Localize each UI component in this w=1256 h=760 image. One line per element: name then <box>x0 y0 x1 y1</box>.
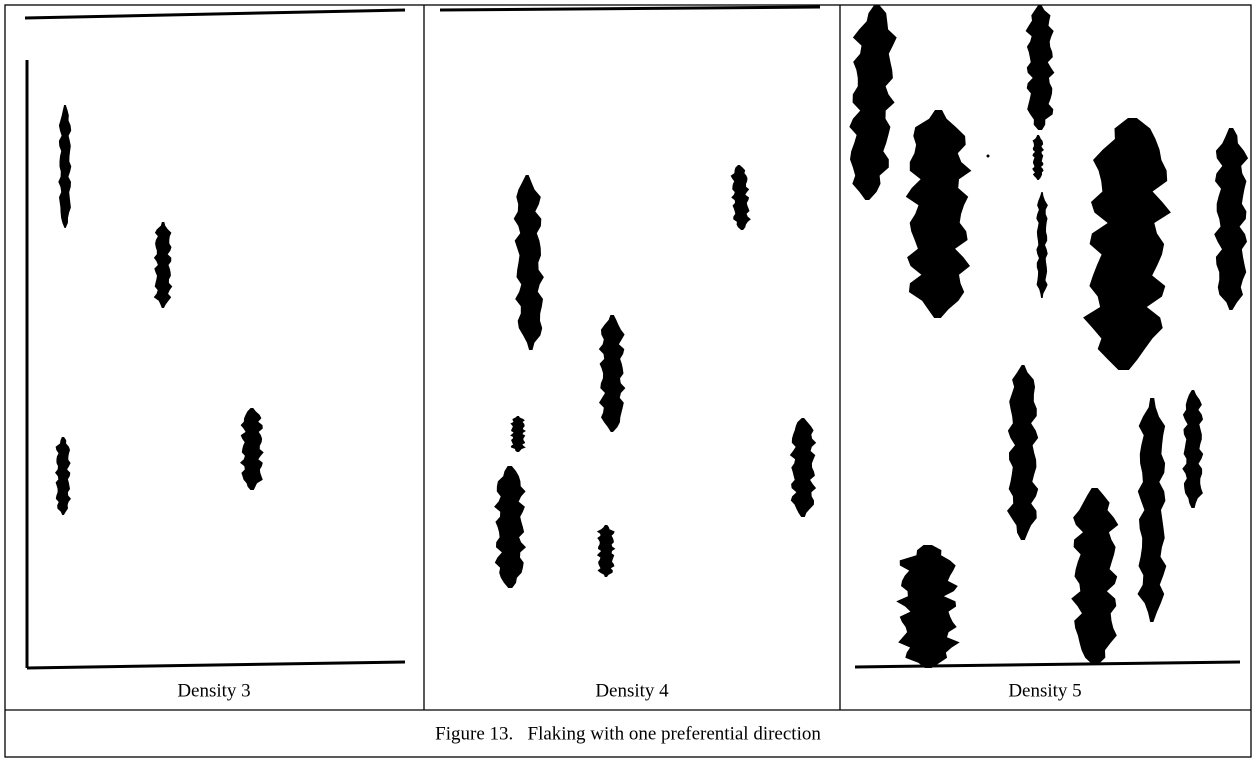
flake <box>896 545 960 668</box>
panel-label: Density 3 <box>177 680 250 701</box>
page: {"panels": [{"label": "Density 3"}, {"la… <box>0 0 1256 760</box>
flake <box>599 315 626 432</box>
frame-edge <box>25 10 405 18</box>
figure-caption: Figure 13. Flaking with one preferential… <box>435 723 821 744</box>
flake <box>1214 128 1248 310</box>
outer-border <box>5 5 1251 757</box>
flake <box>849 5 896 200</box>
flake <box>1036 192 1048 298</box>
flake <box>494 466 526 588</box>
flake <box>1071 488 1118 665</box>
flake <box>1138 398 1167 622</box>
flake <box>510 416 526 452</box>
flake <box>906 110 972 318</box>
flake <box>154 222 173 308</box>
frame-edge <box>855 662 1240 667</box>
flake <box>58 105 71 228</box>
flake <box>731 165 751 230</box>
flake <box>514 175 544 350</box>
flake-blobs <box>55 5 1248 668</box>
flake <box>1182 390 1203 508</box>
panel-label: Density 5 <box>1008 680 1081 701</box>
flake <box>1032 135 1044 180</box>
flake <box>55 437 71 515</box>
speck <box>987 155 990 158</box>
flake <box>1083 118 1171 370</box>
flake <box>1026 5 1055 130</box>
table-borders <box>5 5 1251 757</box>
image-frames <box>25 7 1240 668</box>
flake <box>790 418 816 517</box>
flake <box>240 408 264 490</box>
panel-label: Density 4 <box>595 680 669 701</box>
flake <box>1007 365 1038 540</box>
frame-edge <box>27 662 405 668</box>
frame-edge <box>440 7 820 10</box>
flake <box>597 525 616 577</box>
figure: Density 3 Density 4 Density 5 Figure 13.… <box>0 0 1256 760</box>
